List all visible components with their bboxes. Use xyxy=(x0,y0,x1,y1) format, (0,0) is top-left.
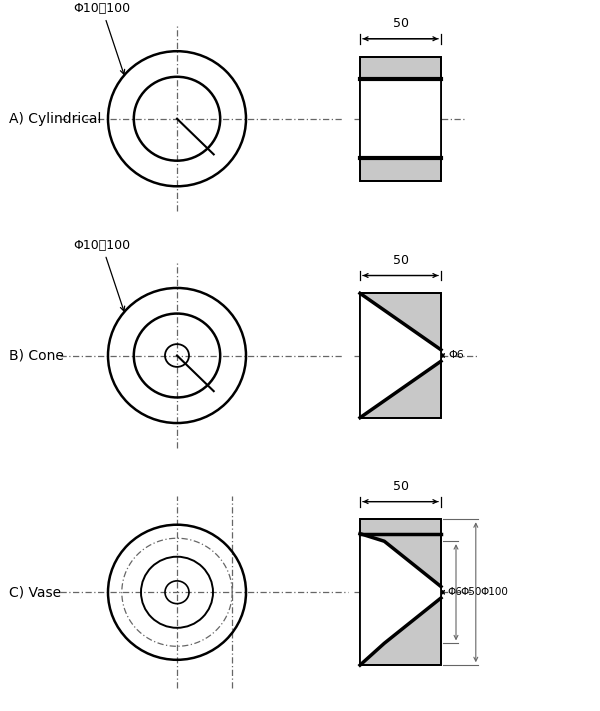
Bar xyxy=(360,57,441,181)
Text: Φ100: Φ100 xyxy=(481,587,508,597)
Text: Φ50: Φ50 xyxy=(461,587,482,597)
Polygon shape xyxy=(360,533,441,665)
Bar xyxy=(360,79,441,158)
Text: 50: 50 xyxy=(392,480,409,493)
Text: Φ6: Φ6 xyxy=(449,351,464,360)
Text: C) Vase: C) Vase xyxy=(9,585,61,599)
Text: B) Cone: B) Cone xyxy=(9,348,64,363)
Text: Φ10～100: Φ10～100 xyxy=(73,2,131,74)
Text: 50: 50 xyxy=(392,17,409,30)
Text: A) Cylindrical: A) Cylindrical xyxy=(9,112,101,126)
Text: 50: 50 xyxy=(392,254,409,267)
Bar xyxy=(360,294,441,418)
Text: Φ6: Φ6 xyxy=(448,587,463,597)
Bar xyxy=(360,519,441,665)
Text: Φ10～100: Φ10～100 xyxy=(73,239,131,311)
Bar xyxy=(360,519,441,665)
Bar xyxy=(360,57,441,181)
Polygon shape xyxy=(360,293,441,418)
Bar xyxy=(360,294,441,418)
